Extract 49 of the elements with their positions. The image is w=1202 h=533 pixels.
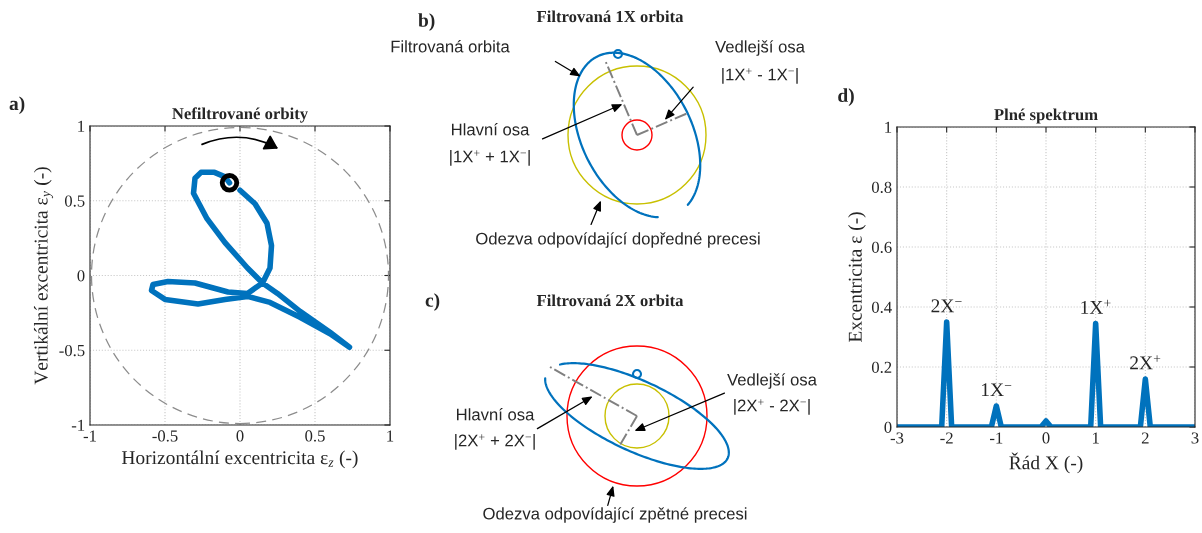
text: |1X$^{+}$ - 1X$^{−}$| bbox=[722, 68, 798, 84]
x-tick-label: -2 bbox=[940, 432, 953, 444]
text: Filtrovaná orbita bbox=[391, 40, 510, 53]
text: Vedlejší osa bbox=[715, 40, 805, 56]
y-axis-title: Excentricita ε (-) bbox=[848, 212, 866, 343]
y-tick-label: -0.5 bbox=[59, 344, 85, 357]
annotation: 2X$^{−}$ bbox=[931, 299, 962, 313]
x-tick-label: 1 bbox=[387, 430, 394, 442]
chart-title: Nefiltrované orbity bbox=[172, 107, 308, 123]
x-tick-label: 1 bbox=[1092, 432, 1099, 444]
x-tick-label: -0.5 bbox=[152, 430, 178, 442]
annotation: 1X$^{−}$ bbox=[982, 383, 1012, 397]
x-tick-label: 2 bbox=[1141, 432, 1149, 444]
annotation: 1X$^{+}$ bbox=[1081, 299, 1111, 314]
text: Odezva odpovídající zpětné precesi bbox=[483, 507, 747, 523]
x-axis-title: Řád X (-) bbox=[1009, 452, 1083, 474]
x-axis-title: Horizontální excentricita ε$_{z}$ (-) bbox=[121, 450, 358, 469]
text: Vedlejší osa bbox=[727, 373, 817, 389]
text: |2X$^{+}$ + 2X$^{−}$| bbox=[455, 434, 535, 450]
text: c) bbox=[425, 293, 440, 311]
y-tick-label: 0 bbox=[884, 421, 892, 433]
y-axis-title: Vertikální excentricita ε$_{y}$ (-) bbox=[33, 167, 54, 385]
chart-title: Plné spektrum bbox=[994, 108, 1098, 124]
y-tick-label: 1 bbox=[885, 121, 892, 133]
x-tick-label: 3 bbox=[1191, 432, 1199, 444]
text: Odezva odpovídající dopředné precesi bbox=[476, 232, 760, 248]
text: |1X$^{+}$ + 1X$^{−}$| bbox=[450, 150, 530, 166]
y-tick-label: 0 bbox=[77, 270, 85, 282]
text: Hlavní osa bbox=[457, 408, 535, 421]
y-tick-label: -1 bbox=[71, 419, 85, 431]
y-tick-label: 0.2 bbox=[871, 361, 892, 374]
text: Hlavní osa bbox=[452, 123, 530, 136]
y-tick-label: 0.6 bbox=[871, 241, 892, 254]
x-tick-label: 0 bbox=[236, 430, 244, 442]
annotation: 2X$^{+}$ bbox=[1130, 355, 1161, 370]
text: Filtrovaná 2X orbita bbox=[536, 294, 684, 307]
y-tick-label: 0.5 bbox=[64, 195, 85, 207]
y-tick-label: 0.4 bbox=[871, 301, 892, 314]
text: a) bbox=[9, 96, 25, 115]
x-tick-label: 0 bbox=[1042, 432, 1050, 444]
y-tick-label: 0.8 bbox=[871, 181, 892, 194]
x-tick-label: -1 bbox=[990, 432, 1003, 444]
text: Filtrovaná 1X orbita bbox=[536, 10, 684, 23]
text: |2X$^{+}$ - 2X$^{−}$| bbox=[734, 399, 810, 415]
x-tick-label: 0.5 bbox=[305, 430, 325, 442]
y-tick-label: 1 bbox=[78, 120, 85, 132]
x-tick-label: -3 bbox=[890, 432, 904, 444]
text: b) bbox=[418, 13, 435, 31]
text: d) bbox=[838, 88, 854, 106]
